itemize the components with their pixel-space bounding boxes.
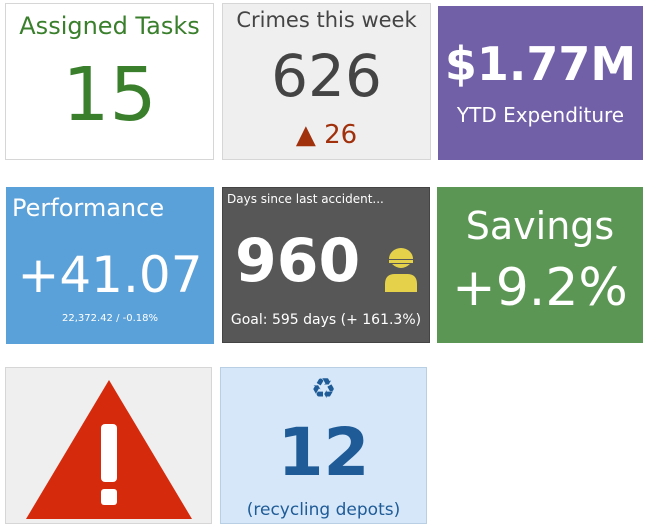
goal-text: Goal: 595 days (+ 161.3%)	[230, 312, 422, 328]
tile-value: +41.07	[17, 246, 203, 304]
tile-value: 12	[277, 414, 370, 491]
tile-value: $1.77M	[444, 37, 637, 91]
worker-icon	[385, 248, 417, 292]
tile-value: +9.2%	[452, 258, 628, 318]
tile-value: 626	[271, 42, 382, 110]
performance-tile[interactable]: Performance +41.07 22,372.42 / -0.18%	[6, 187, 214, 344]
tile-label: (recycling depots)	[246, 500, 401, 520]
tile-value: 960	[235, 226, 361, 296]
delta-value: 26	[324, 120, 358, 150]
savings-tile[interactable]: Savings +9.2%	[437, 187, 643, 343]
tile-label: YTD Expenditure	[456, 103, 625, 127]
tile-subtext: 22,372.42 / -0.18%	[62, 313, 158, 324]
expenditure-tile[interactable]: $1.77M YTD Expenditure	[438, 6, 643, 160]
tile-title: Days since last accident...	[227, 192, 384, 206]
tile-value: 15	[62, 52, 157, 138]
delta: ▲ 26	[223, 120, 430, 150]
tile-title: Savings	[465, 204, 615, 248]
recycling-tile[interactable]: ♻ 12 (recycling depots)	[220, 367, 427, 524]
tile-title: Crimes this week	[236, 8, 417, 32]
tile-title: Performance	[12, 194, 165, 222]
tile-title: Assigned Tasks	[19, 12, 200, 40]
crimes-tile[interactable]: Crimes this week 626 ▲ 26	[222, 3, 431, 160]
assigned-tasks-tile[interactable]: Assigned Tasks 15	[5, 3, 214, 160]
accident-tile[interactable]: Days since last accident... 960 Goal: 59…	[222, 187, 430, 343]
triangle-up-icon: ▲	[295, 120, 316, 150]
recycle-icon: ♻	[310, 372, 337, 405]
warning-tile[interactable]	[5, 367, 212, 524]
warning-icon	[26, 380, 192, 519]
